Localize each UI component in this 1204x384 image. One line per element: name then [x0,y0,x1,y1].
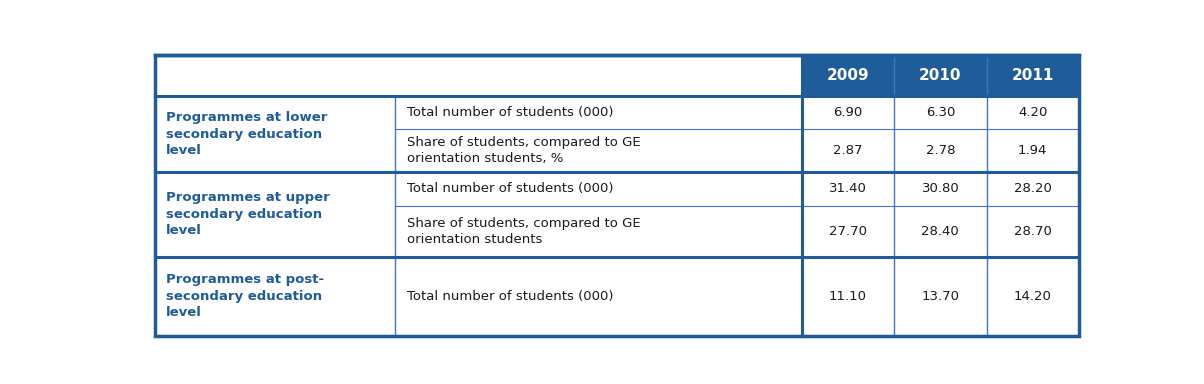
Text: 14.20: 14.20 [1014,290,1051,303]
Text: 2.78: 2.78 [926,144,955,157]
Text: 2.87: 2.87 [833,144,863,157]
Text: Programmes at lower
secondary education
level: Programmes at lower secondary education … [166,111,327,157]
Text: Total number of students (000): Total number of students (000) [407,182,613,195]
Text: Programmes at post-
secondary education
level: Programmes at post- secondary education … [166,273,325,319]
Text: Share of students, compared to GE
orientation students: Share of students, compared to GE orient… [407,217,641,246]
Text: 13.70: 13.70 [921,290,960,303]
Text: 27.70: 27.70 [830,225,867,238]
Text: 30.80: 30.80 [921,182,960,195]
Text: 28.40: 28.40 [921,225,960,238]
Text: 4.20: 4.20 [1019,106,1047,119]
Text: 28.70: 28.70 [1014,225,1051,238]
Text: 11.10: 11.10 [830,290,867,303]
Text: Programmes at upper
secondary education
level: Programmes at upper secondary education … [166,191,330,237]
Text: 28.20: 28.20 [1014,182,1051,195]
Text: 2009: 2009 [827,68,869,83]
Text: Total number of students (000): Total number of students (000) [407,290,613,303]
Text: 6.30: 6.30 [926,106,955,119]
Bar [802,55,1079,96]
Text: Share of students, compared to GE
orientation students, %: Share of students, compared to GE orient… [407,136,641,165]
Text: 31.40: 31.40 [830,182,867,195]
Text: 2010: 2010 [919,68,962,83]
Text: Total number of students (000): Total number of students (000) [407,106,613,119]
Text: 1.94: 1.94 [1019,144,1047,157]
Text: 6.90: 6.90 [833,106,862,119]
Text: 2011: 2011 [1011,68,1054,83]
